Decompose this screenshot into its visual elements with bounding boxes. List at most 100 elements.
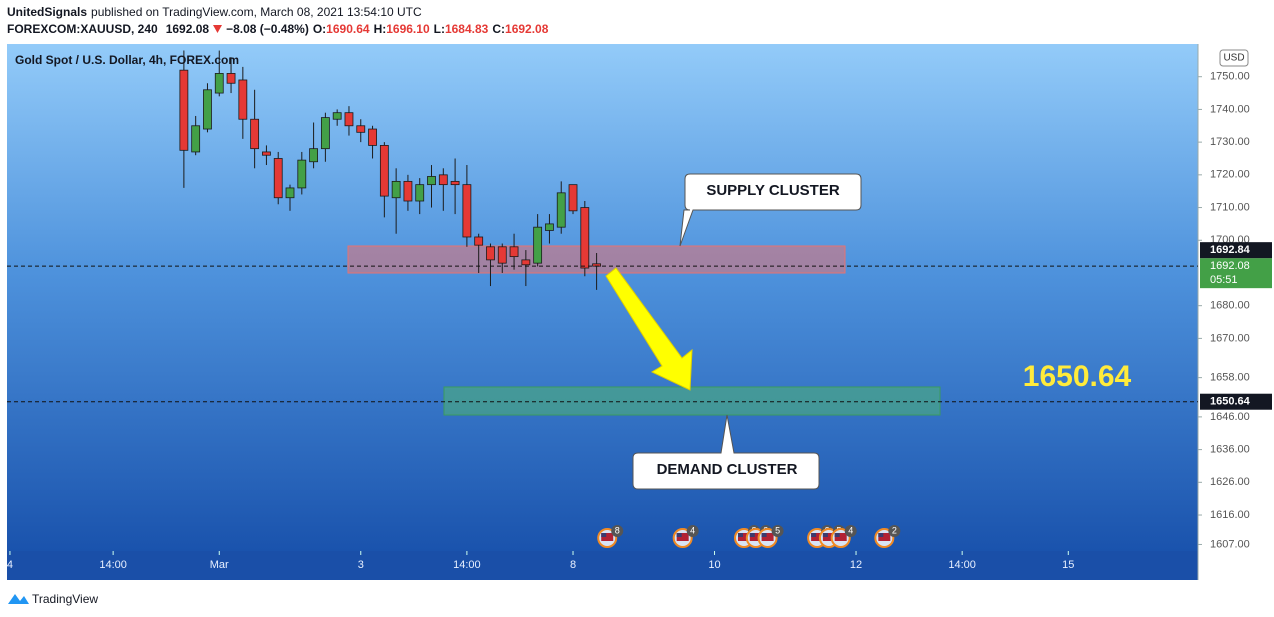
event-count: 4 — [690, 525, 695, 535]
y-tick-label: 1750.00 — [1210, 71, 1250, 83]
candle-body — [568, 184, 578, 212]
y-tick-label: 1658.00 — [1210, 372, 1250, 384]
candle-body — [545, 223, 554, 231]
event-count-bg — [888, 525, 901, 537]
candle-body — [462, 184, 472, 238]
candle-body — [497, 246, 507, 264]
event-flag-canton — [822, 533, 828, 537]
candle-body — [309, 148, 318, 163]
x-tick-label: 14:00 — [99, 559, 127, 571]
l-label: L: — [433, 22, 445, 36]
x-tick-label: 10 — [708, 559, 720, 571]
candle-body — [250, 118, 260, 150]
event-flag-canton — [676, 533, 682, 537]
demand-zone — [443, 386, 941, 416]
event-flag-canton — [761, 533, 767, 537]
event-count-bg — [844, 525, 857, 537]
event-count: 4 — [848, 525, 853, 535]
event-flag — [761, 533, 774, 541]
l: 1684.83 — [444, 22, 489, 36]
y-tick-label: 1636.00 — [1210, 444, 1250, 456]
candle-body — [226, 73, 236, 84]
x-tick-label: 14:00 — [453, 559, 481, 571]
y-tick-label: 1646.00 — [1210, 411, 1250, 423]
publish-line: UnitedSignals published on TradingView.c… — [7, 5, 422, 19]
candle-body — [273, 158, 283, 199]
candle-body — [556, 192, 566, 228]
y-tick-label: 1607.00 — [1210, 538, 1250, 550]
x-tick-label: Mar — [210, 559, 229, 571]
brand: TradingView — [32, 592, 98, 606]
event-count: 8 — [615, 525, 620, 535]
change: −8.08 (−0.48%) — [226, 22, 309, 36]
candle-body — [297, 159, 307, 189]
event-count-bg — [686, 525, 699, 537]
high-label: 1692.84 — [1210, 244, 1251, 256]
candle-body — [509, 246, 519, 258]
candle-body — [474, 236, 484, 246]
published: published on TradingView.com, March 08, … — [91, 5, 422, 19]
y-tick-label: 1710.00 — [1210, 201, 1250, 213]
symbol-line: FOREXCOM:XAUUSD, 240 1692.08 −8.08 (−0.4… — [7, 22, 548, 36]
brand-logo — [8, 594, 29, 604]
event-flag-canton — [749, 533, 755, 537]
candle-body — [332, 112, 342, 120]
y-tick-label: 1680.00 — [1210, 300, 1250, 312]
x-tick-label: 8 — [570, 559, 576, 571]
currency: USD — [1223, 53, 1244, 64]
candle-body — [391, 180, 401, 199]
c-label: C: — [492, 22, 506, 36]
symbol: FOREXCOM:XAUUSD, 240 — [7, 22, 158, 36]
event-flag — [834, 533, 847, 541]
event-flag — [738, 533, 751, 541]
candle-body — [356, 125, 366, 133]
x-tick-label: 4 — [7, 559, 13, 571]
y-tick-label: 1730.00 — [1210, 136, 1250, 148]
h-label: H: — [373, 22, 387, 36]
target-label: 1650.64 — [1023, 360, 1132, 393]
last-price-box — [1200, 258, 1272, 289]
x-tick-label: 14:00 — [948, 559, 976, 571]
candle-body — [368, 128, 377, 146]
event-count-bg — [771, 525, 784, 537]
down-arrow — [213, 25, 223, 33]
event-flag — [811, 533, 824, 541]
x-tick-label: 3 — [358, 559, 364, 571]
x-axis-strip — [7, 551, 1198, 580]
event-count: 5 — [775, 525, 780, 535]
event-flag-canton — [878, 533, 884, 537]
demand-callout — [632, 414, 820, 490]
y-tick-label: 1670.00 — [1210, 332, 1250, 344]
event-flag — [822, 533, 835, 541]
event-count: 2 — [892, 525, 897, 535]
event-flag-canton — [834, 533, 840, 537]
candle-body — [344, 112, 354, 127]
y-tick-label: 1720.00 — [1210, 169, 1250, 181]
candle-body — [214, 73, 224, 94]
o-label: O: — [312, 22, 327, 36]
candle-body — [262, 151, 271, 156]
demand-label: DEMAND CLUSTER — [657, 461, 798, 478]
candle-body — [403, 180, 413, 202]
candle-body — [179, 69, 189, 151]
author: UnitedSignals — [7, 5, 88, 19]
countdown: 05:51 — [1210, 274, 1238, 286]
currency-box — [1219, 49, 1249, 67]
candles — [179, 50, 602, 290]
last: 1692.08 — [165, 22, 210, 36]
candle-body — [415, 184, 425, 202]
event-flag-canton — [601, 533, 607, 537]
candle-body — [379, 144, 389, 197]
candle-body — [238, 79, 248, 120]
event-flag-canton — [811, 533, 817, 537]
candle-body — [533, 226, 543, 264]
candle-body — [438, 174, 448, 186]
x-tick-label: 15 — [1062, 559, 1074, 571]
event-flag — [878, 533, 891, 541]
high-label-box — [1200, 242, 1272, 259]
y-tick-label: 1740.00 — [1210, 103, 1250, 115]
last-price-label: 1692.08 — [1210, 260, 1250, 272]
supply-label: SUPPLY CLUSTER — [706, 182, 840, 199]
